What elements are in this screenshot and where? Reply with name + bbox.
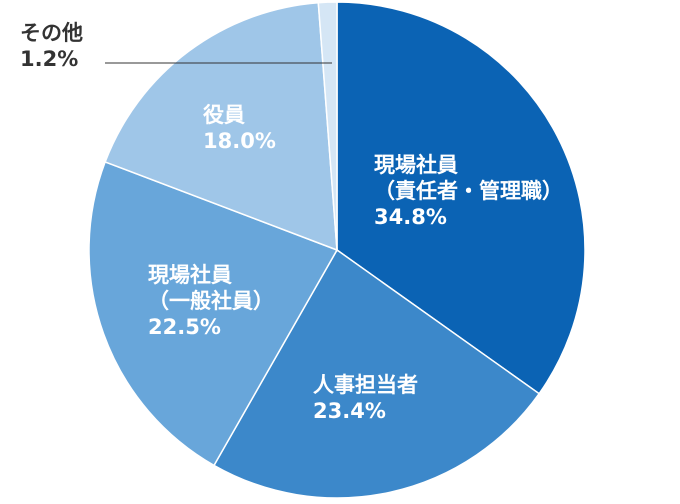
slice-value-text: 23.4% — [313, 399, 386, 423]
pie-slice-other — [317, 1, 338, 251]
slice-label-executives: 役員 18.0% — [203, 103, 276, 153]
slice-label-line: 人事担当者 — [313, 373, 418, 397]
pie-slice-field-managers — [336, 1, 586, 395]
pie-slice-hr-staff — [212, 248, 541, 499]
slice-value-text: 18.0% — [203, 129, 276, 153]
slice-label-hr-staff: 人事担当者 23.4% — [313, 373, 418, 423]
slices-layer — [88, 1, 586, 499]
pie-slice-executives — [104, 1, 338, 252]
slice-value-text: 1.2% — [20, 47, 78, 71]
slice-label-field-general: 現場社員（一般社員） 22.5% — [148, 263, 274, 339]
slice-label-other: その他 1.2% — [20, 21, 83, 71]
slice-label-line: その他 — [20, 21, 83, 45]
slice-label-line: （責任者・管理職） — [374, 179, 563, 203]
slice-label-field-managers: 現場社員（責任者・管理職） 34.8% — [374, 153, 563, 229]
slice-label-line: （一般社員） — [148, 289, 274, 313]
slice-value-text: 34.8% — [374, 205, 447, 229]
labels-layer: 現場社員（責任者・管理職） 34.8%人事担当者 23.4%現場社員（一般社員） 22… — [20, 21, 563, 423]
slice-value-text: 22.5% — [148, 315, 221, 339]
slice-label-line: 役員 — [203, 103, 245, 127]
slice-label-line: 現場社員 — [148, 263, 232, 287]
pie-slice-field-general — [88, 160, 339, 467]
slice-label-line: 現場社員 — [374, 153, 458, 177]
